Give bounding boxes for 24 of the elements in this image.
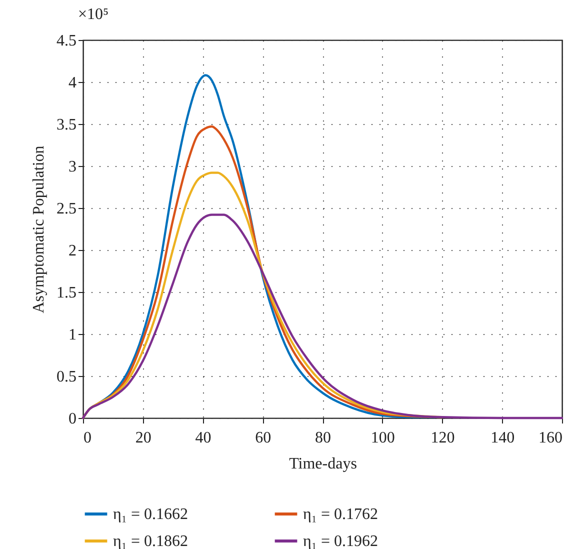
y-tick-label: 1.5 [56,284,76,302]
x-tick-label: 0 [84,430,92,446]
y-tick-label: 1 [68,326,76,344]
y-tick-label: 4.5 [56,32,76,50]
x-tick-label: 80 [315,430,331,446]
x-tick-label: 140 [490,430,515,446]
y-tick-label: 4 [68,74,76,92]
x-tick-label: 20 [135,430,152,446]
x-tick-label: 60 [255,430,272,446]
text: ×10⁵ [78,6,109,24]
y-tick-label: 0 [68,410,76,428]
y-tick-label: 2 [68,242,76,260]
x-tick-label: 120 [430,430,455,446]
legend-label: η₁ = 0.1662 [113,506,188,523]
legend-label: η₁ = 0.1762 [303,506,378,523]
y-tick-label: 0.5 [56,368,76,386]
x-tick-label: 40 [195,430,212,446]
x-axis-title: Time-days [289,456,357,472]
y-tick-label: 3 [68,158,76,176]
y-axis-title: Asymptomatic Population [30,146,48,314]
x-tick-label: 160 [538,430,562,446]
y-tick-label: 2.5 [56,200,76,218]
x-tick-label: 100 [370,430,395,446]
y-tick-label: 3.5 [56,116,76,134]
